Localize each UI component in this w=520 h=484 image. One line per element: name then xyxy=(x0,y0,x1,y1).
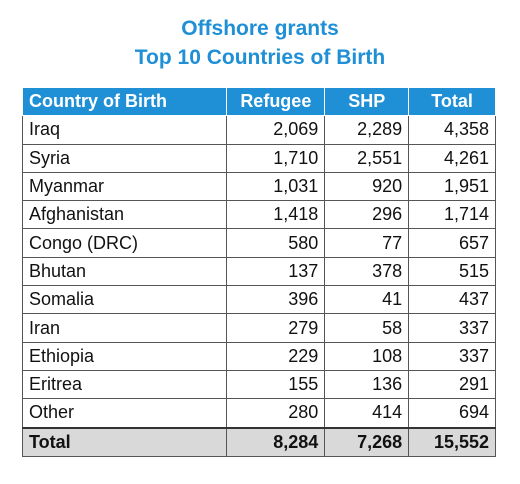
shp-cell: 296 xyxy=(324,200,410,230)
total-label-cell: Total xyxy=(21,426,228,457)
refugee-cell: 279 xyxy=(226,313,326,343)
total-cell: 291 xyxy=(408,369,496,400)
header-row: Country of Birth Refugee SHP Total xyxy=(21,86,496,117)
refugee-cell: 137 xyxy=(226,256,326,287)
total-cell: 4,261 xyxy=(408,143,496,173)
refugee-cell: 396 xyxy=(226,285,326,315)
shp-cell: 378 xyxy=(324,256,410,287)
country-cell: Syria xyxy=(21,143,228,173)
title-line-1: Offshore grants xyxy=(181,17,339,40)
total-cell: 337 xyxy=(408,341,496,371)
shp-cell: 77 xyxy=(324,228,410,258)
country-cell: Iraq xyxy=(21,115,228,145)
shp-cell: 41 xyxy=(324,285,410,315)
country-cell: Iran xyxy=(21,313,228,343)
total-refugee-cell: 8,284 xyxy=(226,426,326,457)
country-cell: Afghanistan xyxy=(21,200,228,230)
country-cell: Other xyxy=(21,398,228,429)
column-header-total: Total xyxy=(408,86,496,117)
total-cell: 4,358 xyxy=(408,115,496,145)
total-cell: 694 xyxy=(408,398,496,429)
refugee-cell: 2,069 xyxy=(226,115,326,145)
table-row: Iran 279 58 337 xyxy=(21,313,496,343)
shp-cell: 108 xyxy=(324,341,410,371)
refugee-cell: 1,418 xyxy=(226,200,326,230)
refugee-cell: 155 xyxy=(226,369,326,400)
table-row: Myanmar 1,031 920 1,951 xyxy=(21,171,496,202)
total-cell: 657 xyxy=(408,228,496,258)
table-row: Somalia 396 41 437 xyxy=(21,285,496,315)
total-cell: 515 xyxy=(408,256,496,287)
table-row: Afghanistan 1,418 296 1,714 xyxy=(21,200,496,230)
total-cell: 1,951 xyxy=(408,171,496,202)
title-line-2: Top 10 Countries of Birth xyxy=(134,46,386,69)
country-cell: Somalia xyxy=(21,285,228,315)
shp-cell: 414 xyxy=(324,398,410,429)
shp-cell: 2,289 xyxy=(324,115,410,145)
country-cell: Congo (DRC) xyxy=(21,228,228,258)
table-body: Iraq 2,069 2,289 4,358 Syria 1,710 2,551 4,261 M… xyxy=(21,115,496,429)
table-row: Other 280 414 694 xyxy=(21,398,496,429)
total-row: Total 8,284 7,268 15,552 xyxy=(21,426,496,457)
grants-table: Country of Birth Refugee SHP Total Iraq 2… xyxy=(21,86,496,457)
country-cell: Eritrea xyxy=(21,369,228,400)
refugee-cell: 1,031 xyxy=(226,171,326,202)
shp-cell: 136 xyxy=(324,369,410,400)
table-row: Bhutan 137 378 515 xyxy=(21,256,496,287)
country-cell: Myanmar xyxy=(21,171,228,202)
column-header-country: Country of Birth xyxy=(21,86,228,117)
column-header-refugee: Refugee xyxy=(226,86,326,117)
total-shp-cell: 7,268 xyxy=(324,426,410,457)
table-row: Congo (DRC) 580 77 657 xyxy=(21,228,496,258)
refugee-cell: 229 xyxy=(226,341,326,371)
refugee-cell: 1,710 xyxy=(226,143,326,173)
refugee-cell: 580 xyxy=(226,228,326,258)
table-row: Ethiopia 229 108 337 xyxy=(21,341,496,371)
column-header-shp: SHP xyxy=(324,86,410,117)
table-row: Eritrea 155 136 291 xyxy=(21,369,496,400)
shp-cell: 58 xyxy=(324,313,410,343)
total-cell: 1,714 xyxy=(408,200,496,230)
country-cell: Ethiopia xyxy=(21,341,228,371)
refugee-cell: 280 xyxy=(226,398,326,429)
total-cell: 337 xyxy=(408,313,496,343)
table-title: Offshore grants Top 10 Countries of Birt… xyxy=(0,14,520,72)
total-total-cell: 15,552 xyxy=(408,426,496,457)
country-cell: Bhutan xyxy=(21,256,228,287)
shp-cell: 920 xyxy=(324,171,410,202)
table-row: Syria 1,710 2,551 4,261 xyxy=(21,143,496,173)
total-cell: 437 xyxy=(408,285,496,315)
shp-cell: 2,551 xyxy=(324,143,410,173)
table-row: Iraq 2,069 2,289 4,358 xyxy=(21,115,496,145)
